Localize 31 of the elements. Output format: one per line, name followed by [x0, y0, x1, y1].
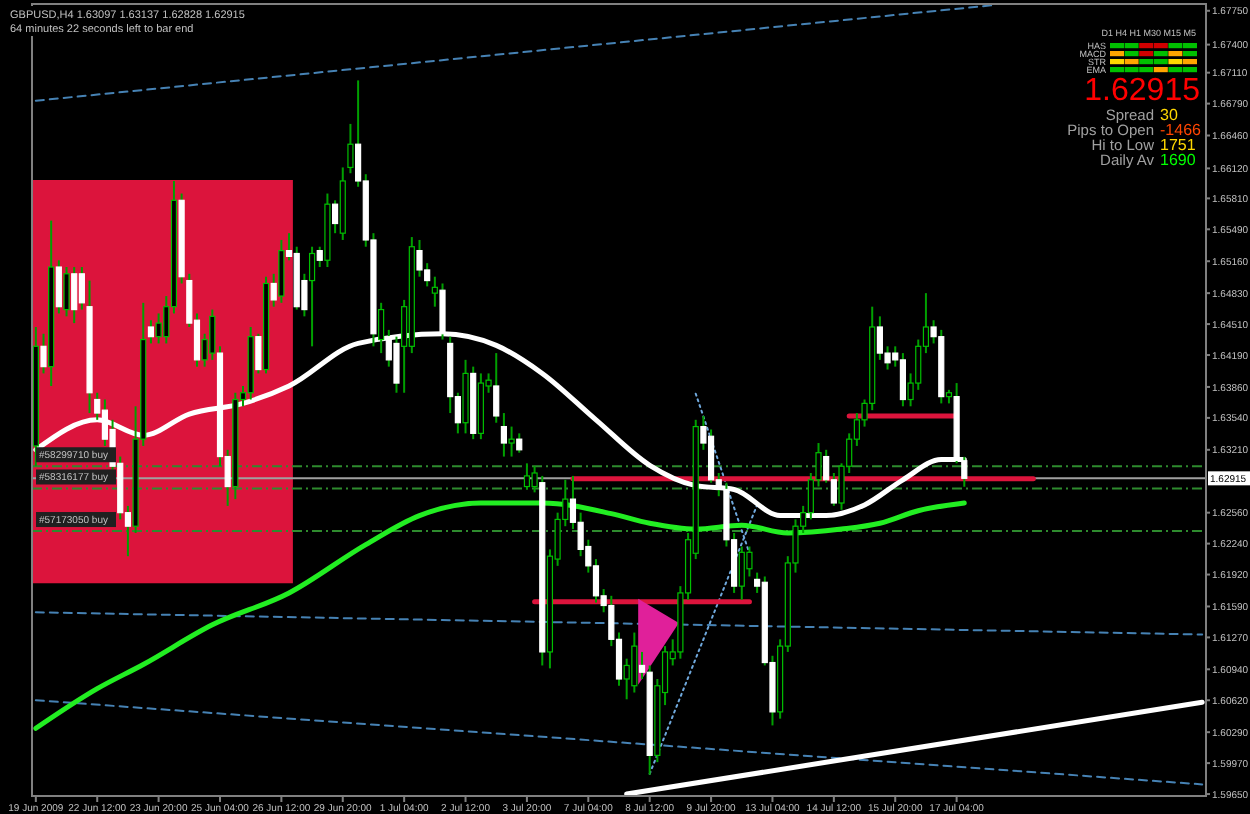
candlestick: [332, 199, 339, 235]
candlestick: [209, 308, 216, 361]
candlestick: [63, 266, 70, 318]
candlestick: [876, 315, 883, 361]
annotation: 1.62915: [1084, 74, 1201, 108]
candlestick: [278, 238, 285, 304]
candlestick: [508, 425, 515, 458]
candlestick: [631, 631, 638, 694]
candlestick: [316, 245, 323, 269]
candlestick: [71, 266, 78, 325]
annotation: 30: [1160, 106, 1179, 124]
candlestick: [500, 412, 507, 458]
candlestick: [899, 352, 906, 408]
candlestick: [431, 275, 438, 308]
candlestick: [493, 352, 500, 424]
candlestick: [155, 312, 162, 345]
candlestick: [738, 545, 745, 601]
candlestick: [308, 245, 316, 348]
candlestick: [516, 432, 523, 454]
candlestick: [40, 332, 47, 375]
annotation: 1751: [1160, 136, 1197, 154]
candlestick: [707, 428, 715, 484]
candlestick: [255, 332, 262, 375]
annotation: 1690: [1160, 151, 1197, 169]
candlestick: [378, 301, 385, 355]
candlestick: [523, 462, 531, 491]
annotation: -1466: [1160, 121, 1203, 139]
candlestick: [147, 319, 155, 345]
candlestick: [416, 238, 423, 278]
line-series: [33, 500, 967, 731]
candlestick: [55, 259, 62, 315]
